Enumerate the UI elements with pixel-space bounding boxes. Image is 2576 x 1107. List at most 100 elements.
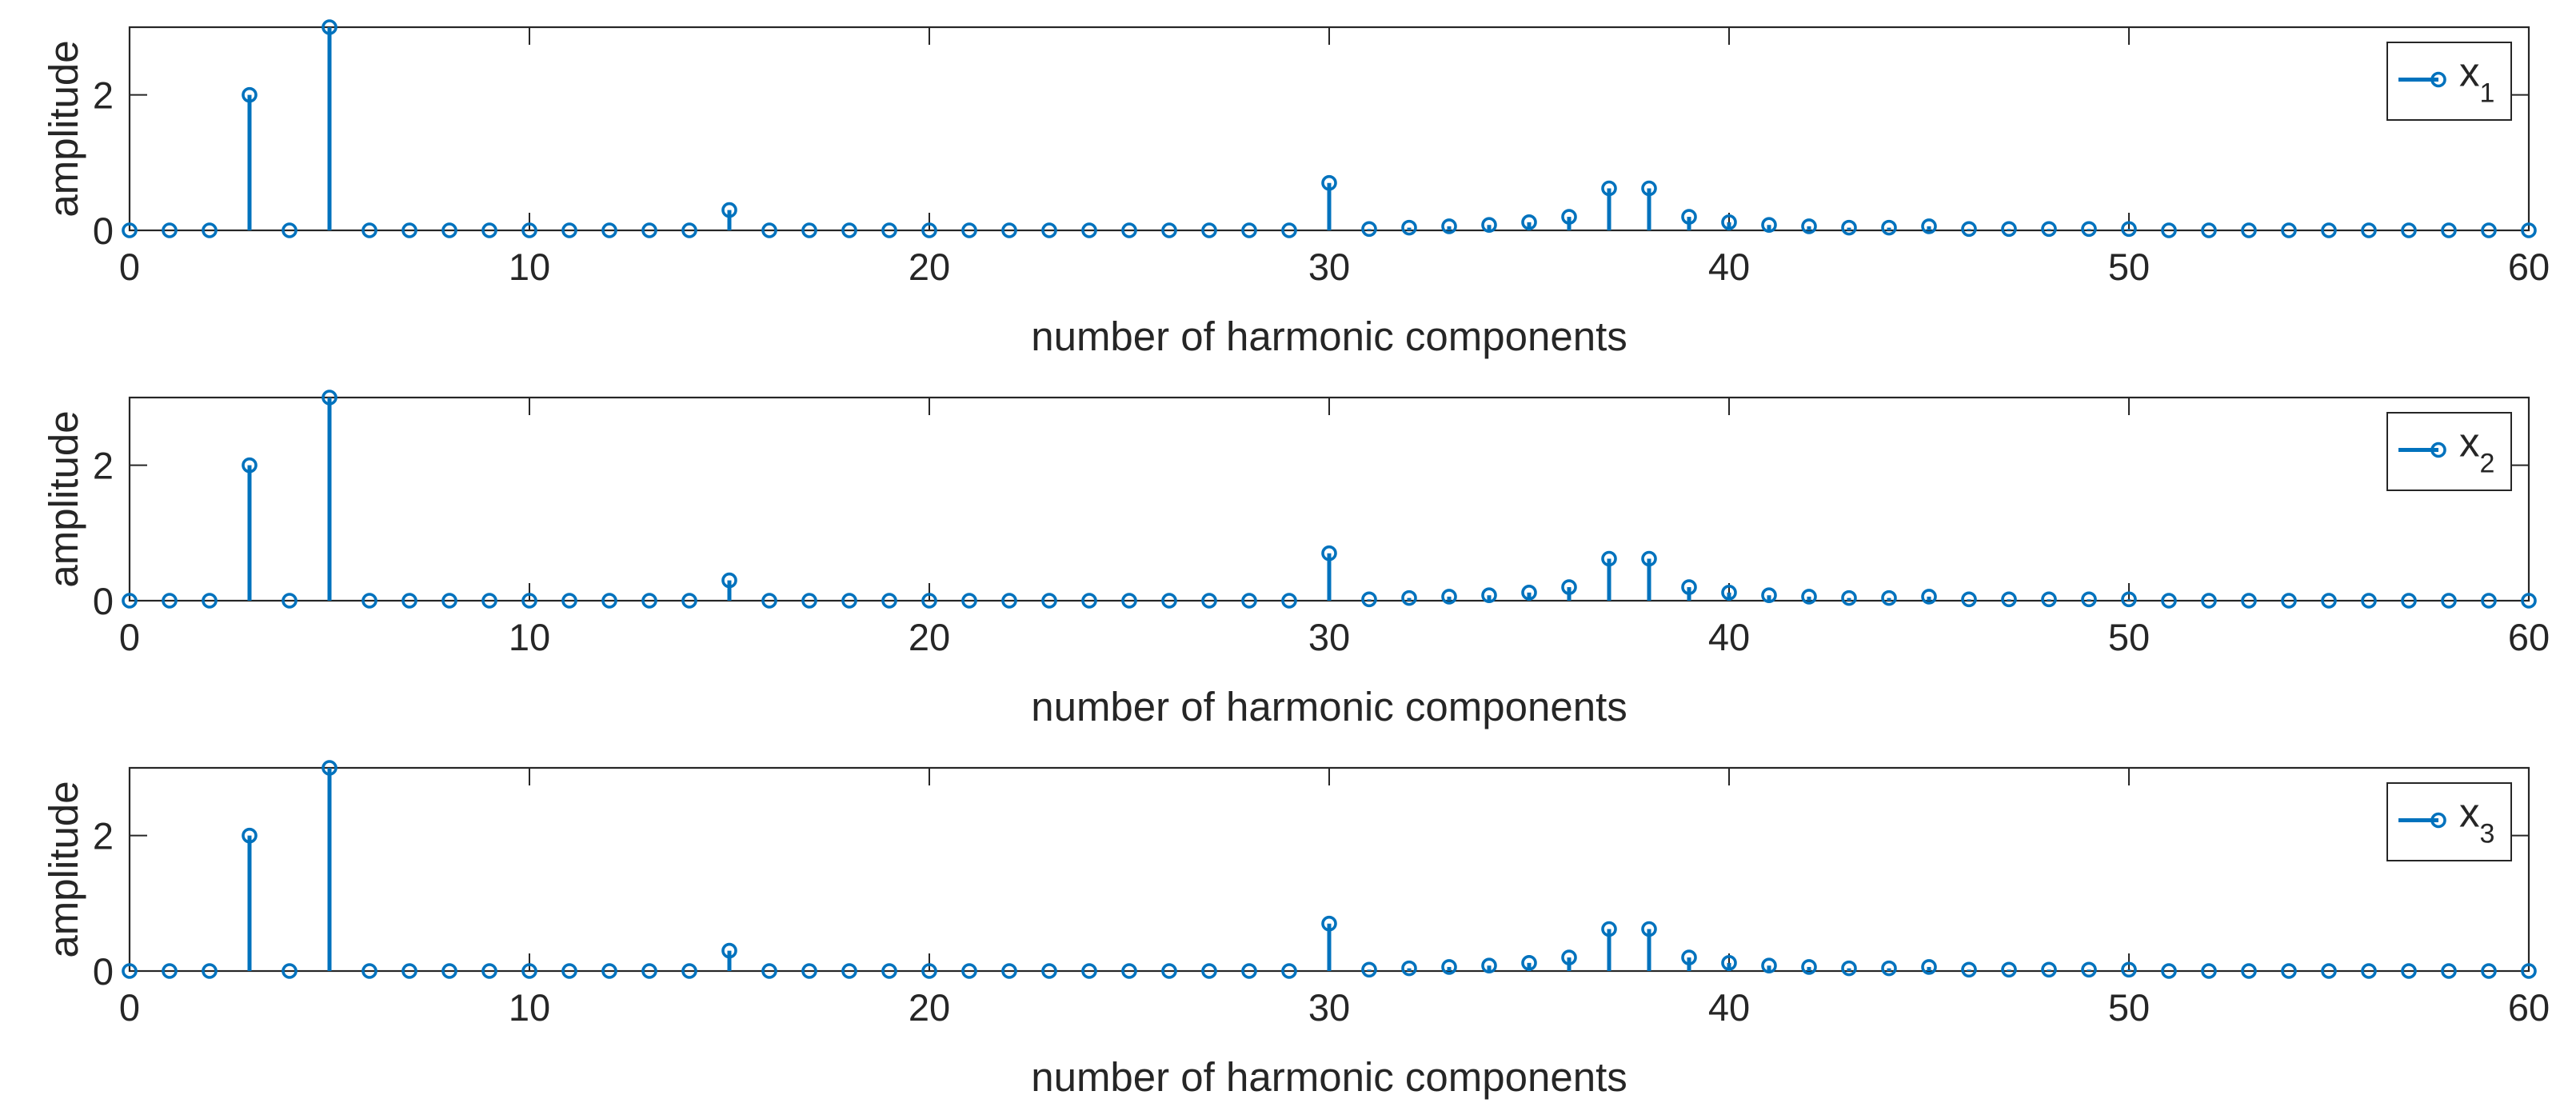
stem-marker: [322, 19, 337, 35]
stem-marker: [1201, 593, 1217, 609]
stem-marker: [122, 593, 138, 609]
stem-marker: [801, 222, 817, 238]
stem-marker: [1041, 222, 1057, 238]
stem-marker: [2481, 222, 2497, 238]
stem-marker: [242, 86, 258, 103]
stem-marker: [1401, 219, 1417, 236]
stem-marker: [1201, 963, 1217, 979]
stem-marker: [1521, 955, 1537, 971]
stem-marker: [1361, 221, 1377, 238]
stem-marker: [1801, 959, 1817, 975]
stem-marker: [202, 963, 218, 979]
stem-marker: [2481, 593, 2497, 609]
legend-label-subscript: 1: [2480, 78, 2495, 109]
stem-marker: [441, 222, 457, 238]
stem-marker: [2161, 593, 2177, 609]
x-tick-label: 50: [2108, 986, 2150, 1029]
stem-marker: [1761, 587, 1777, 604]
stem-marker: [2441, 593, 2457, 609]
stem-marker: [1121, 222, 1137, 238]
legend-label: x1: [2459, 50, 2494, 109]
stem-marker: [1161, 593, 1177, 609]
x-axis-label: number of harmonic components: [1031, 1054, 1627, 1100]
stem-marker: [1561, 579, 1577, 595]
stem-marker: [1161, 963, 1177, 979]
stem-marker: [401, 222, 417, 238]
stem-marker: [521, 222, 537, 238]
stem-marker: [1961, 221, 1977, 238]
stem-marker: [1881, 219, 1897, 236]
stem-marker: [2281, 222, 2297, 238]
stem-marker: [1801, 589, 1817, 605]
stem-marker: [2481, 963, 2497, 979]
x-tick-label: 30: [1308, 246, 1350, 288]
stem-marker: [1361, 591, 1377, 608]
y-tick-label: 2: [93, 815, 114, 857]
stem-marker: [1761, 217, 1777, 234]
stem-marker: [761, 963, 777, 979]
x-tick-label: 0: [119, 616, 140, 658]
stem-marker: [761, 222, 777, 238]
stem-marker: [1041, 593, 1057, 609]
stem-marker: [282, 963, 298, 979]
stem-marker: [2081, 961, 2097, 978]
stem-marker: [322, 390, 337, 406]
stem-marker: [1761, 957, 1777, 974]
legend-marker: [2430, 71, 2446, 88]
stem-marker: [1561, 949, 1577, 965]
stem-marker: [401, 963, 417, 979]
stem-marker: [521, 593, 537, 609]
x-tick-label: 50: [2108, 616, 2150, 658]
x-axis-label: number of harmonic components: [1031, 314, 1627, 359]
stem-marker: [2161, 963, 2177, 979]
x-tick-label: 10: [509, 616, 550, 658]
stem-marker: [601, 963, 617, 979]
stem-marker: [2041, 221, 2057, 238]
stem-marker: [1521, 585, 1537, 601]
legend-marker: [2430, 442, 2446, 458]
x-tick-label: 10: [509, 246, 550, 288]
stem-marker: [921, 222, 937, 238]
stem-marker: [1001, 593, 1017, 609]
stem-marker: [1921, 959, 1937, 975]
legend-box: [2386, 782, 2512, 861]
stem-marker: [1921, 589, 1937, 605]
stem-marker: [1401, 960, 1417, 977]
stem-marker: [2401, 222, 2417, 238]
stem-marker: [2241, 222, 2257, 238]
stem-marker: [2281, 593, 2297, 609]
stem-marker: [1641, 921, 1657, 937]
stem-marker: [881, 593, 897, 609]
legend-label-main: x: [2459, 790, 2480, 836]
stem-marker: [1921, 218, 1937, 234]
stem-marker: [961, 963, 977, 979]
stem-marker: [1961, 591, 1977, 608]
stem-marker: [122, 963, 138, 979]
stem-marker: [1841, 219, 1857, 236]
stem-marker: [1721, 585, 1737, 601]
x-tick-label: 20: [909, 246, 950, 288]
stem-marker: [2361, 593, 2377, 609]
stem-marker: [801, 963, 817, 979]
stem-marker: [2001, 221, 2017, 238]
stem-marker: [1321, 915, 1337, 932]
stem-marker: [881, 222, 897, 238]
stem-marker: [641, 963, 657, 979]
x-tick-label: 0: [119, 246, 140, 288]
y-tick-label: 0: [93, 580, 114, 622]
stem-marker: [2401, 593, 2417, 609]
x-tick-label: 50: [2108, 246, 2150, 288]
stem-marker: [1001, 222, 1017, 238]
stem-marker: [361, 222, 377, 238]
stem-marker: [1521, 214, 1537, 230]
stem-marker: [2281, 963, 2297, 979]
stem-marker: [1481, 957, 1497, 974]
stem-marker: [561, 963, 577, 979]
legend: x3: [2386, 782, 2512, 861]
stem-marker: [441, 593, 457, 609]
stem-marker: [2081, 221, 2097, 238]
stem-marker: [2001, 961, 2017, 978]
stem-marker: [841, 222, 857, 238]
subplot-3: 0 10 20 30 40 50 60 0 2 number of harmonic compon…: [41, 760, 2550, 1100]
